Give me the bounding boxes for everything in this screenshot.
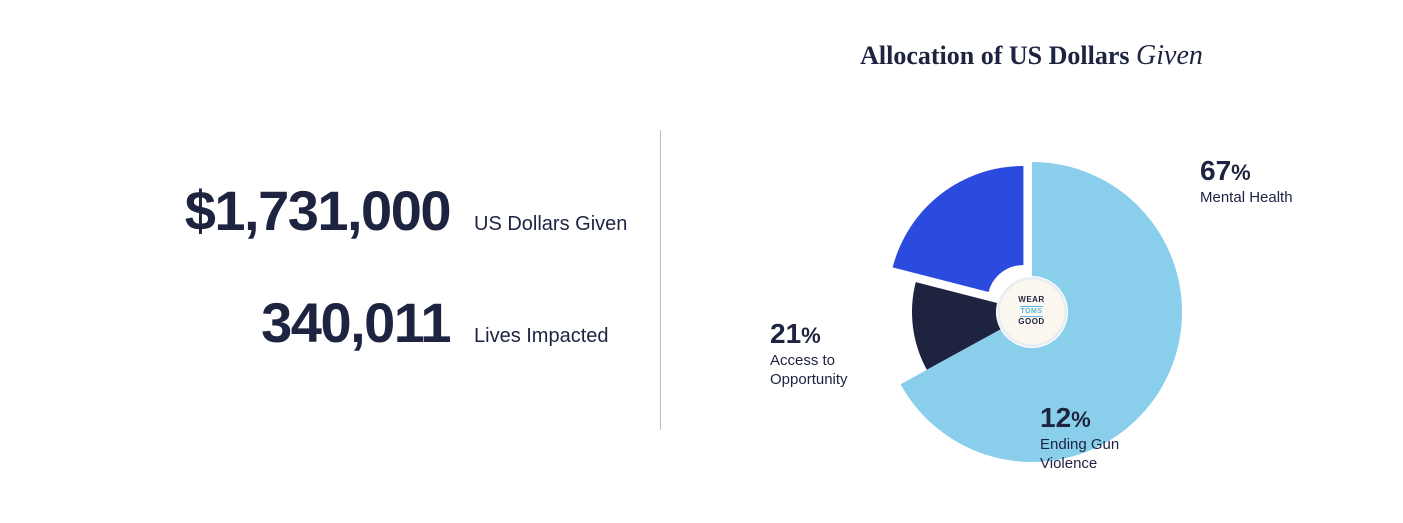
- badge-line2: TOMS: [1020, 306, 1042, 318]
- stat-lives-label: Lives Impacted: [474, 325, 609, 348]
- slice-label-mental_health: 67% Mental Health: [1200, 155, 1360, 208]
- chart-panel: Allocation of US Dollars Given WEAR TOMS…: [660, 0, 1403, 523]
- slice-pct-mental_health: 67%: [1200, 155, 1251, 187]
- chart-title-prefix: Allocation of US Dollars: [860, 41, 1136, 70]
- pie-area: WEAR TOMS GOOD 67% Mental Health 12%Ending…: [660, 100, 1403, 523]
- center-badge: WEAR TOMS GOOD: [997, 277, 1067, 347]
- slice-pct-ending_gun_violence: 12%: [1040, 402, 1091, 434]
- stat-dollars-row: $1,731,000 US Dollars Given: [130, 178, 627, 243]
- slice-pct-access_opportunity: 21%: [770, 318, 821, 350]
- slice-label-access_opportunity: 21%Access to Opportunity: [770, 318, 910, 390]
- slice-name-access_opportunity: Access to Opportunity: [770, 352, 910, 390]
- stat-dollars-label: US Dollars Given: [474, 213, 627, 236]
- stat-lives-row: 340,011 Lives Impacted: [130, 290, 609, 355]
- stats-panel: $1,731,000 US Dollars Given 340,011 Live…: [0, 0, 660, 523]
- pie-slice-access_opportunity: [892, 165, 1023, 291]
- slice-label-ending_gun_violence: 12%Ending Gun Violence: [1040, 402, 1180, 474]
- stat-dollars-value: $1,731,000: [130, 178, 450, 243]
- slice-name-ending_gun_violence: Ending Gun Violence: [1040, 436, 1180, 474]
- chart-title-italic: Given: [1136, 40, 1203, 71]
- stat-lives-value: 340,011: [130, 290, 450, 355]
- badge-line1: WEAR: [1018, 296, 1044, 305]
- chart-title: Allocation of US Dollars Given: [660, 40, 1403, 72]
- badge-line3: GOOD: [1018, 318, 1044, 327]
- slice-name-mental_health: Mental Health: [1200, 189, 1360, 208]
